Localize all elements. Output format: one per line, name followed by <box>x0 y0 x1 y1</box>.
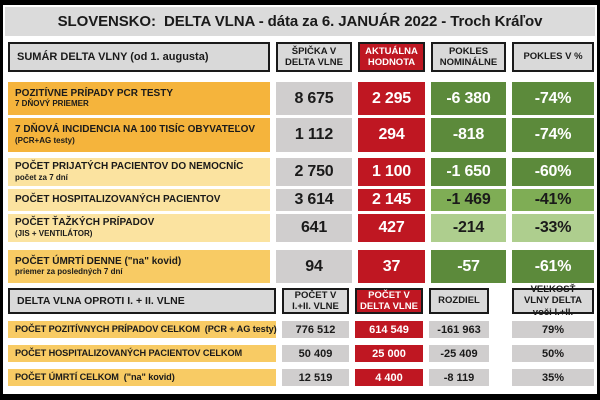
column-header-count-delta: POČET V DELTA VLNE <box>355 288 423 314</box>
value-cell: 614 549 <box>355 321 423 338</box>
value-cell: 35% <box>512 369 594 386</box>
column-header-decline-nominal: POKLES NOMINÁLNE <box>431 42 506 72</box>
value-cell: 2 295 <box>358 82 425 115</box>
section2-rows: POČET POZITÍVNYCH PRÍPADOV CELKOM (PCR +… <box>8 321 594 386</box>
value-cell: -8 119 <box>429 369 489 386</box>
value-cell: -25 409 <box>429 345 489 362</box>
section1-rows: POZITÍVNE PRÍPADY PCR TESTY 7 DŇOVÝ PRIEM… <box>8 82 594 283</box>
value-cell: 2 750 <box>276 158 352 186</box>
table-row: POČET HOSPITALIZOVANÝCH PACIENTOV CELKOM… <box>8 345 594 362</box>
column-header-peak: ŠPIČKA V DELTA VLNE <box>276 42 352 72</box>
column-header-count-wave12: POČET V I.+II. VLNE <box>282 288 349 314</box>
table-row: POČET ÚMRTÍ CELKOM ("na" kovid) 12 519 4 4… <box>8 369 594 386</box>
value-cell: 8 675 <box>276 82 352 115</box>
value-cell: -818 <box>431 118 506 152</box>
column-header-difference: ROZDIEL <box>429 288 489 314</box>
section-wave-comparison: DELTA VLNA OPROTI I. + II. VLNE POČET V … <box>3 284 597 386</box>
value-cell: -214 <box>431 214 506 242</box>
row-label: POZITÍVNE PRÍPADY PCR TESTY 7 DŇOVÝ PRIEM… <box>8 82 270 115</box>
value-cell: -6 380 <box>431 82 506 115</box>
section1-title: SUMÁR DELTA VLNY (od 1. augusta) <box>8 42 270 72</box>
value-cell: 2 145 <box>358 189 425 211</box>
column-header-wave-size: VEĽKOSŤ VLNY DELTA voči I.+II. <box>512 284 594 318</box>
value-cell: -41% <box>512 189 594 211</box>
row-label: POČET ÚMRTÍ CELKOM ("na" kovid) <box>8 369 276 386</box>
value-cell: 50% <box>512 345 594 362</box>
row-label: POČET PRIJATÝCH PACIENTOV DO NEMOCNÍC poč… <box>8 158 270 186</box>
table-row: POČET PRIJATÝCH PACIENTOV DO NEMOCNÍC poč… <box>8 158 594 186</box>
section1-header-row: SUMÁR DELTA VLNY (od 1. augusta) ŠPIČKA … <box>8 42 594 72</box>
row-label: POČET HOSPITALIZOVANÝCH PACIENTOV <box>8 189 270 211</box>
row-label: POČET HOSPITALIZOVANÝCH PACIENTOV CELKOM <box>8 345 276 362</box>
value-cell: -74% <box>512 82 594 115</box>
value-cell: -61% <box>512 250 594 283</box>
section2-title: DELTA VLNA OPROTI I. + II. VLNE <box>8 288 276 314</box>
value-cell: -161 963 <box>429 321 489 338</box>
value-cell: -33% <box>512 214 594 242</box>
row-label: POČET ÚMRTÍ DENNE ("na" kovid) priemer za… <box>8 250 270 283</box>
value-cell: 94 <box>276 250 352 283</box>
column-header-decline-percent: POKLES V % <box>512 42 594 72</box>
value-cell: 3 614 <box>276 189 352 211</box>
table-row: POČET POZITÍVNYCH PRÍPADOV CELKOM (PCR +… <box>8 321 594 338</box>
value-cell: -1 650 <box>431 158 506 186</box>
value-cell: -60% <box>512 158 594 186</box>
value-cell: 4 400 <box>355 369 423 386</box>
table-row: POČET ÚMRTÍ DENNE ("na" kovid) priemer za… <box>8 250 594 283</box>
table-row: POZITÍVNE PRÍPADY PCR TESTY 7 DŇOVÝ PRIEM… <box>8 82 594 115</box>
page-title: SLOVENSKO: DELTA VLNA - dáta za 6. JANUÁ… <box>5 7 595 36</box>
value-cell: -74% <box>512 118 594 152</box>
section-delta-summary: SUMÁR DELTA VLNY (od 1. augusta) ŠPIČKA … <box>3 42 597 283</box>
column-header-current-value: AKTUÁLNA HODNOTA <box>358 42 425 72</box>
value-cell: -57 <box>431 250 506 283</box>
value-cell: 294 <box>358 118 425 152</box>
value-cell: 25 000 <box>355 345 423 362</box>
value-cell: 50 409 <box>282 345 349 362</box>
value-cell: 776 512 <box>282 321 349 338</box>
value-cell: -1 469 <box>431 189 506 211</box>
row-label: POČET POZITÍVNYCH PRÍPADOV CELKOM (PCR +… <box>8 321 277 338</box>
table-row: POČET ŤAŽKÝCH PRÍPADOV (JIS + VENTILÁTOR)… <box>8 214 594 242</box>
value-cell: 1 112 <box>276 118 352 152</box>
value-cell: 79% <box>512 321 594 338</box>
value-cell: 427 <box>358 214 425 242</box>
value-cell: 1 100 <box>358 158 425 186</box>
value-cell: 37 <box>358 250 425 283</box>
table-row: 7 DŇOVÁ INCIDENCIA NA 100 TISÍC OBYVATEĽ… <box>8 118 594 152</box>
row-label: POČET ŤAŽKÝCH PRÍPADOV (JIS + VENTILÁTOR) <box>8 214 270 242</box>
table-row: POČET HOSPITALIZOVANÝCH PACIENTOV 3 614 2 … <box>8 189 594 211</box>
value-cell: 641 <box>276 214 352 242</box>
value-cell: 12 519 <box>282 369 349 386</box>
row-label: 7 DŇOVÁ INCIDENCIA NA 100 TISÍC OBYVATEĽ… <box>8 118 270 152</box>
section2-header-row: DELTA VLNA OPROTI I. + II. VLNE POČET V … <box>8 284 594 318</box>
